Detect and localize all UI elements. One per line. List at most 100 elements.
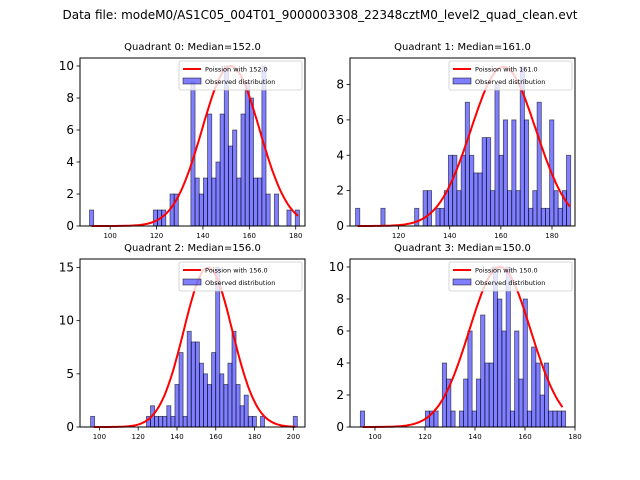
y-tick-label: 2 (336, 184, 344, 198)
x-tick-label: 140 (196, 232, 209, 240)
histogram-bar (458, 410, 465, 428)
histogram-bar (526, 410, 533, 428)
histogram-bar (481, 137, 487, 227)
axes-title: Quadrant 0: Median=152.0 (124, 42, 261, 53)
histogram-bar (158, 415, 164, 428)
histogram-bar (539, 394, 545, 428)
y-tick-label: 6 (66, 123, 74, 137)
histogram-bar (480, 314, 486, 428)
histogram-bar (497, 298, 503, 428)
x-tick-label: 100 (93, 433, 106, 441)
legend: Poission with 150.0 Observed distribution (448, 261, 573, 292)
y-tick-label: 8 (336, 292, 344, 306)
histogram-bar (215, 161, 221, 227)
histogram-bar (215, 267, 221, 428)
histogram-bar (490, 190, 496, 227)
histogram-bar (198, 362, 204, 428)
x-tick-label: 180 (289, 232, 302, 240)
legend-box (448, 261, 573, 292)
legend: Poission with 156.0 Observed distribution (178, 261, 303, 292)
y-tick-label: 0 (336, 219, 344, 233)
histogram-bar (427, 190, 433, 227)
x-tick-label: 160 (209, 433, 222, 441)
histogram-bar (447, 154, 453, 227)
histogram-bar (532, 190, 538, 227)
x-tick-label: 180 (568, 433, 581, 441)
histogram-bar (469, 154, 475, 227)
histogram-bar (557, 207, 563, 227)
histogram-bar (154, 415, 160, 428)
y-tick-label: 0 (336, 420, 344, 434)
y-tick-label: 6 (336, 324, 344, 338)
axes-title: Quadrant 1: Median=161.0 (394, 42, 531, 53)
histogram-bar (484, 362, 490, 428)
histogram-bar (531, 346, 537, 428)
histogram-bar (178, 352, 184, 428)
x-tick-label: 140 (468, 433, 481, 441)
axes-title: Quadrant 3: Median=150.0 (394, 243, 531, 254)
histogram-bar (501, 330, 507, 428)
histogram-bar (211, 352, 217, 428)
y-tick-label: 6 (336, 113, 344, 127)
histogram-bar (207, 113, 213, 227)
y-tick-label: 5 (66, 367, 74, 381)
histogram-bar (273, 193, 279, 227)
histogram-bar (523, 119, 529, 227)
histogram-bar (518, 378, 524, 428)
histogram-bar (286, 209, 292, 227)
histogram-bar (435, 207, 441, 227)
y-tick-label: 0 (66, 420, 74, 434)
histogram-bar (90, 415, 96, 428)
legend-box (448, 60, 573, 91)
histogram-bar (240, 113, 246, 227)
legend-label-poisson: Poission with 150.0 (475, 267, 538, 275)
x-tick-label: 160 (518, 433, 531, 441)
histogram-bar (219, 373, 225, 428)
histogram-bar (460, 154, 466, 227)
histogram-bar (228, 145, 234, 227)
histogram-bar (194, 341, 200, 428)
histogram-bar (253, 177, 259, 227)
histogram-bar (247, 415, 253, 428)
histogram-bar (507, 190, 513, 227)
histogram-bar (471, 410, 477, 428)
histogram-bar (528, 207, 534, 227)
histogram-bar (566, 154, 572, 227)
histogram-bar (223, 384, 229, 428)
histogram-bar (174, 384, 180, 428)
histogram-bar (265, 193, 271, 227)
y-tick-label: 8 (66, 91, 74, 105)
histogram-bar (207, 384, 213, 428)
y-tick-label: 15 (59, 261, 74, 275)
legend-bar-swatch (182, 278, 202, 286)
histogram-bar (89, 209, 95, 227)
legend-label-poisson: Poission with 161.0 (475, 66, 538, 74)
histogram-bar (227, 362, 233, 428)
histogram-bar (439, 207, 445, 227)
figure-suptitle: Data file: modeM0/AS1C05_004T01_90000033… (62, 8, 578, 22)
x-tick-label: 120 (418, 433, 431, 441)
legend-label-observed: Observed distribution (475, 78, 545, 86)
legend-bar-swatch (452, 77, 472, 85)
x-tick-label: 140 (170, 433, 183, 441)
axes-frame (349, 258, 576, 428)
histogram-bar (190, 341, 196, 428)
histogram-bar (509, 410, 516, 428)
histogram-bar (553, 190, 559, 227)
histogram-bar (152, 209, 158, 227)
axes-title: Quadrant 2: Median=156.0 (124, 243, 261, 254)
x-tick-label: 120 (132, 433, 145, 441)
histogram-bar (514, 330, 520, 428)
legend: Poission with 152.0 Observed distribution (178, 60, 303, 91)
y-tick-label: 4 (336, 148, 344, 162)
histogram-bar (515, 190, 521, 227)
histogram-bar (219, 113, 225, 227)
histogram-bar (502, 119, 508, 227)
x-tick-label: 100 (368, 433, 381, 441)
y-tick-label: 10 (59, 314, 74, 328)
x-tick-label: 120 (150, 232, 163, 240)
histogram-bar (244, 81, 250, 227)
histogram-bar (380, 207, 386, 227)
legend-label-observed: Observed distribution (205, 78, 275, 86)
